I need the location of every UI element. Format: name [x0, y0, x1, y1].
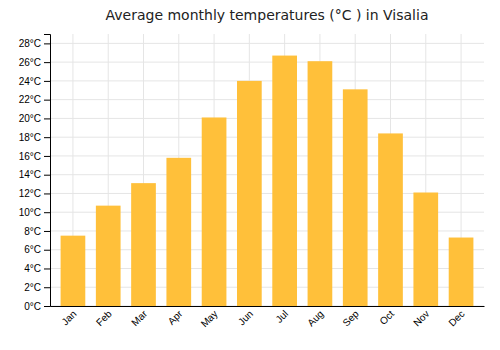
grid-line [50, 80, 484, 81]
tick: Dec [446, 308, 466, 328]
tick-label: 12°C [19, 188, 41, 199]
tick-mark [44, 287, 50, 288]
tick-label: Sep [341, 308, 362, 329]
tick-label: Jul [273, 308, 290, 325]
tick-label: Nov [411, 308, 431, 328]
tick-label: 24°C [19, 76, 41, 87]
tick-label: 28°C [19, 38, 41, 49]
tick: 28°C [19, 38, 50, 49]
tick: 20°C [19, 113, 50, 124]
tick: 16°C [19, 151, 50, 162]
tick: 10°C [19, 207, 50, 218]
grid-line [50, 118, 484, 119]
tick-mark [44, 175, 50, 176]
tick-label: 2°C [24, 282, 41, 293]
bar [61, 236, 86, 306]
tick-label: 20°C [19, 113, 41, 124]
tick: Apr [166, 308, 185, 327]
tick-label: May [199, 308, 220, 329]
grid-line [50, 62, 484, 63]
y-axis: 0°C 2°C 4°C 6°C 8°C 10°C 12°C 14°C 16°C 18°C 20°C 2… [19, 35, 51, 312]
tick-mark [44, 268, 50, 269]
tick-label: Feb [94, 308, 114, 328]
tick: 26°C [19, 57, 50, 68]
tick: 0°C [24, 301, 50, 312]
tick-mark [44, 62, 50, 63]
tick: Jan [59, 308, 78, 327]
tick-label: 22°C [19, 94, 41, 105]
tick-mark [44, 231, 50, 232]
tick-label: Jun [236, 308, 255, 327]
tick: Aug [305, 308, 325, 328]
tick-label: 14°C [19, 169, 41, 180]
tick: 18°C [19, 132, 50, 143]
tick: 24°C [19, 76, 50, 87]
x-axis: Jan Feb Mar Apr May Jun Jul Aug Sep Oct Nov Dec [51, 307, 485, 330]
tick-label: Mar [129, 308, 149, 328]
tick-label: 6°C [24, 244, 41, 255]
tick-mark [44, 306, 50, 307]
plot: 0°C 2°C 4°C 6°C 8°C 10°C 12°C 14°C 16°C 18°C 20°C 2… [19, 34, 485, 329]
tick-mark [44, 193, 50, 194]
tick-label: Jan [59, 308, 78, 327]
tick-label: 26°C [19, 57, 41, 68]
tick-mark [44, 100, 50, 101]
tick: 6°C [24, 244, 50, 255]
chart: 0°C 2°C 4°C 6°C 8°C 10°C 12°C 14°C 16°C 18°C 20°C 2… [0, 0, 500, 350]
bar [96, 206, 121, 306]
tick-mark [44, 137, 50, 138]
tick: 14°C [19, 169, 50, 180]
tick-label: Apr [166, 308, 185, 327]
tick: Sep [341, 308, 362, 329]
tick: 4°C [24, 263, 50, 274]
tick-label: 10°C [19, 207, 41, 218]
grid-line [50, 43, 484, 44]
tick-mark [44, 156, 50, 157]
tick: Jun [236, 308, 255, 327]
tick-mark [44, 81, 50, 82]
tick: 2°C [24, 282, 50, 293]
tick-label: Dec [446, 308, 466, 328]
bar [449, 238, 474, 306]
bar [343, 89, 368, 306]
bars [61, 56, 474, 306]
title: Average monthly temperatures (°C ) in Vi… [106, 7, 429, 23]
grid-line [50, 174, 484, 175]
tick: Mar [129, 308, 149, 328]
bar [308, 61, 333, 306]
bar [237, 81, 262, 306]
tick: 12°C [19, 188, 50, 199]
bar [378, 133, 403, 306]
tick-label: Aug [305, 308, 325, 328]
tick: Jul [273, 308, 290, 325]
tick: 8°C [24, 226, 50, 237]
tick: Oct [377, 308, 396, 327]
tick-label: 16°C [19, 151, 41, 162]
tick-mark [44, 250, 50, 251]
grid [50, 34, 484, 306]
tick-mark [44, 212, 50, 213]
tick-label: Oct [377, 308, 396, 327]
tick-label: 4°C [24, 263, 41, 274]
tick: 22°C [19, 94, 50, 105]
tick: May [199, 308, 220, 329]
grid-line [50, 155, 484, 156]
tick-mark [44, 43, 50, 44]
tick-mark [44, 118, 50, 119]
tick: Feb [94, 308, 114, 328]
tick-label: 8°C [24, 226, 41, 237]
bar [272, 56, 297, 306]
tick-label: 0°C [24, 301, 41, 312]
tick: Nov [411, 308, 431, 328]
grid-line [50, 99, 484, 100]
x-axis-line [51, 306, 485, 307]
y-axis-line [44, 35, 51, 307]
grid-line [50, 137, 484, 138]
tick-label: 18°C [19, 132, 41, 143]
bar [413, 193, 438, 306]
bar [131, 183, 156, 306]
bar [166, 158, 191, 306]
bar [202, 117, 227, 306]
